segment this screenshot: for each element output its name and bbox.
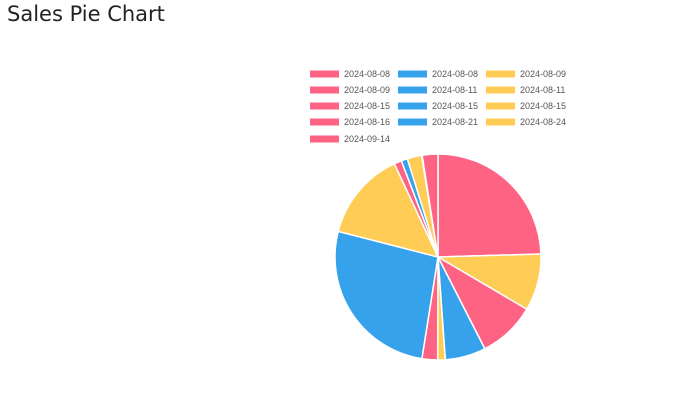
legend-label: 2024-08-15 [344, 101, 390, 111]
legend-item[interactable]: 2024-09-14 [310, 134, 390, 144]
pie-slice[interactable] [421, 153, 439, 258]
legend-swatch [310, 102, 339, 110]
legend-label: 2024-08-09 [520, 69, 566, 79]
pie-slice[interactable] [337, 162, 439, 258]
legend-swatch [398, 86, 427, 94]
legend-swatch [486, 70, 515, 78]
legend-item[interactable]: 2024-08-08 [398, 69, 478, 79]
legend-item[interactable]: 2024-08-15 [398, 101, 478, 111]
legend-label: 2024-08-11 [432, 85, 477, 95]
legend-label: 2024-08-08 [432, 69, 478, 79]
legend-swatch [398, 70, 427, 78]
legend-label: 2024-08-15 [520, 101, 566, 111]
legend-item[interactable]: 2024-08-15 [486, 101, 566, 111]
legend-swatch [398, 118, 427, 126]
legend-item[interactable]: 2024-08-21 [398, 117, 478, 127]
page-title: Sales Pie Chart [7, 2, 165, 26]
legend-label: 2024-08-16 [344, 117, 390, 127]
pie-slice[interactable] [334, 230, 439, 360]
legend-item[interactable]: 2024-08-11 [486, 85, 565, 95]
legend-label: 2024-08-15 [432, 101, 478, 111]
legend-item[interactable]: 2024-08-15 [310, 101, 390, 111]
legend-item[interactable]: 2024-08-09 [310, 85, 390, 95]
legend-swatch [486, 86, 515, 94]
legend-item[interactable]: 2024-08-16 [310, 117, 390, 127]
legend-swatch [310, 135, 339, 143]
legend-swatch [398, 102, 427, 110]
legend-label: 2024-08-21 [432, 117, 478, 127]
legend-item[interactable]: 2024-08-08 [310, 69, 390, 79]
legend-swatch [310, 118, 339, 126]
legend-label: 2024-08-24 [520, 117, 566, 127]
legend-item[interactable]: 2024-08-09 [486, 69, 566, 79]
legend-item[interactable]: 2024-08-24 [486, 117, 566, 127]
legend-label: 2024-09-14 [344, 134, 390, 144]
legend-item[interactable]: 2024-08-11 [398, 85, 477, 95]
legend-swatch [310, 86, 339, 94]
legend-swatch [310, 70, 339, 78]
chart-legend: 2024-08-08 2024-08-08 2024-08-09 2024-08-09… [310, 69, 566, 144]
legend-label: 2024-08-11 [520, 85, 565, 95]
legend-label: 2024-08-09 [344, 85, 390, 95]
legend-swatch [486, 118, 515, 126]
pie-slice[interactable] [437, 153, 542, 258]
legend-label: 2024-08-08 [344, 69, 390, 79]
legend-swatch [486, 102, 515, 110]
pie-slices [334, 153, 542, 361]
